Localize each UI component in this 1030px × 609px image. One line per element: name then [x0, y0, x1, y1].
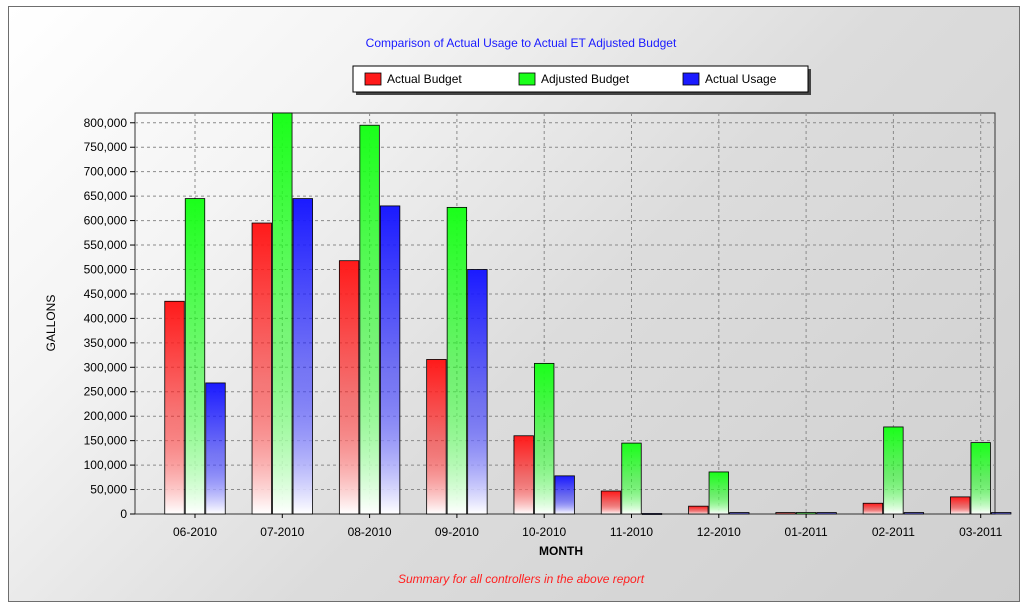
x-tick-label: 01-2011 — [785, 525, 828, 539]
chart-footer: Summary for all controllers in the above… — [398, 572, 645, 586]
legend-label: Actual Usage — [705, 72, 777, 86]
bar-actual-usage — [379, 205, 401, 515]
bar-actual-usage — [991, 512, 1012, 515]
legend-swatch — [364, 72, 382, 86]
chart-panel: Comparison of Actual Usage to Actual ET … — [8, 6, 1020, 602]
x-tick-label: 03-2011 — [959, 525, 1002, 539]
y-tick-label: 350,000 — [84, 336, 128, 350]
y-tick-label: 0 — [120, 507, 127, 521]
x-tick-label: 11-2010 — [610, 525, 653, 539]
y-axis: 0 50,000 100,000 150,000 200,000 250,000 300,0… — [84, 116, 135, 521]
x-axis-title: MONTH — [539, 544, 583, 558]
y-tick-label: 550,000 — [84, 238, 128, 252]
bar-adjusted-budget — [534, 362, 555, 515]
bar-actual-budget — [688, 505, 709, 515]
bar-actual-usage — [729, 512, 750, 515]
bar-adjusted-budget — [446, 206, 468, 515]
bar-actual-budget — [251, 222, 272, 515]
y-tick-label: 150,000 — [84, 434, 128, 448]
bar-adjusted-budget — [184, 198, 206, 515]
x-tick-label: 12-2010 — [697, 525, 741, 539]
chart-title: Comparison of Actual Usage to Actual ET … — [366, 36, 677, 50]
y-tick-label: 650,000 — [84, 189, 128, 203]
x-tick-label: 10-2010 — [522, 525, 566, 539]
bar-adjusted-budget — [795, 512, 817, 515]
bars-group — [164, 112, 1012, 515]
legend-swatch — [518, 72, 536, 86]
bar-adjusted-budget — [359, 124, 380, 515]
x-tick-label: 02-2011 — [872, 525, 915, 539]
legend-swatch — [682, 72, 700, 86]
y-tick-label: 300,000 — [84, 360, 128, 374]
x-tick-label: 08-2010 — [348, 525, 392, 539]
y-tick-label: 800,000 — [84, 116, 128, 130]
y-tick-label: 750,000 — [84, 140, 128, 154]
y-tick-label: 400,000 — [84, 311, 128, 325]
bar-actual-usage — [467, 269, 488, 515]
bar-actual-usage — [903, 512, 925, 515]
bar-actual-budget — [775, 512, 796, 515]
y-tick-label: 500,000 — [84, 262, 128, 276]
bar-actual-usage — [641, 513, 663, 515]
y-tick-label: 600,000 — [84, 214, 128, 228]
bar-adjusted-budget — [970, 442, 991, 515]
legend-label: Actual Budget — [387, 72, 462, 86]
y-tick-label: 700,000 — [84, 165, 128, 179]
chart-legend: Actual Budget Adjusted Budget Actual Usage — [352, 65, 811, 95]
x-tick-label: 06-2010 — [173, 525, 217, 539]
y-tick-label: 200,000 — [84, 409, 128, 423]
bar-actual-usage — [205, 382, 226, 515]
bar-actual-budget — [513, 435, 534, 515]
bar-adjusted-budget — [272, 112, 293, 515]
y-tick-label: 100,000 — [84, 458, 128, 472]
bar-actual-usage — [292, 198, 313, 515]
legend-box — [352, 65, 809, 93]
legend-label: Adjusted Budget — [541, 72, 630, 86]
bar-adjusted-budget — [708, 471, 729, 515]
x-axis: 06-2010 07-2010 08-2010 09-2010 10-2010 11-20… — [173, 514, 1003, 539]
x-tick-label: 09-2010 — [435, 525, 479, 539]
bar-adjusted-budget — [621, 442, 642, 515]
y-tick-label: 50,000 — [90, 483, 127, 497]
y-tick-label: 250,000 — [84, 385, 128, 399]
plot-area — [134, 112, 996, 515]
bar-actual-usage — [816, 512, 837, 515]
bar-actual-budget — [338, 260, 360, 515]
bar-actual-budget — [426, 359, 447, 515]
bar-actual-budget — [600, 490, 622, 515]
x-tick-label: 07-2010 — [260, 525, 304, 539]
y-axis-title: GALLONS — [44, 295, 58, 352]
chart-canvas: Comparison of Actual Usage to Actual ET … — [44, 36, 1012, 586]
bar-actual-budget — [950, 496, 971, 515]
bar-actual-budget — [862, 502, 884, 515]
bar-actual-usage — [554, 475, 575, 515]
y-tick-label: 450,000 — [84, 287, 128, 301]
bar-adjusted-budget — [883, 426, 904, 515]
bar-actual-budget — [164, 300, 185, 515]
